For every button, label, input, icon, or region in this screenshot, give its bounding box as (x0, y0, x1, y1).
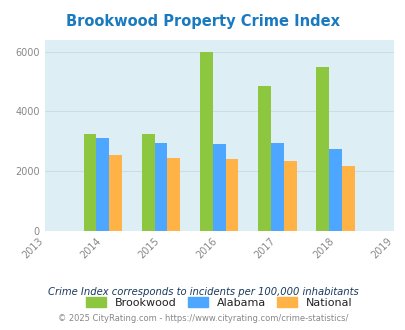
Bar (328, 149, 341, 231)
Bar (167, 158, 180, 231)
Bar (271, 143, 283, 231)
Text: © 2025 CityRating.com - https://www.cityrating.com/crime-statistics/: © 2025 CityRating.com - https://www.city… (58, 314, 347, 323)
Bar (225, 159, 238, 231)
Bar (283, 161, 296, 231)
Legend: Brookwood, Alabama, National: Brookwood, Alabama, National (83, 294, 355, 312)
Bar (141, 134, 154, 231)
Bar (315, 67, 328, 231)
Bar (109, 155, 122, 231)
Bar (341, 166, 354, 231)
Bar (154, 143, 167, 231)
Text: Crime Index corresponds to incidents per 100,000 inhabitants: Crime Index corresponds to incidents per… (47, 287, 358, 297)
Text: Brookwood Property Crime Index: Brookwood Property Crime Index (66, 14, 339, 29)
Bar (258, 86, 271, 231)
Bar (83, 134, 96, 231)
Bar (212, 144, 225, 231)
Bar (200, 52, 212, 231)
Bar (96, 138, 109, 231)
